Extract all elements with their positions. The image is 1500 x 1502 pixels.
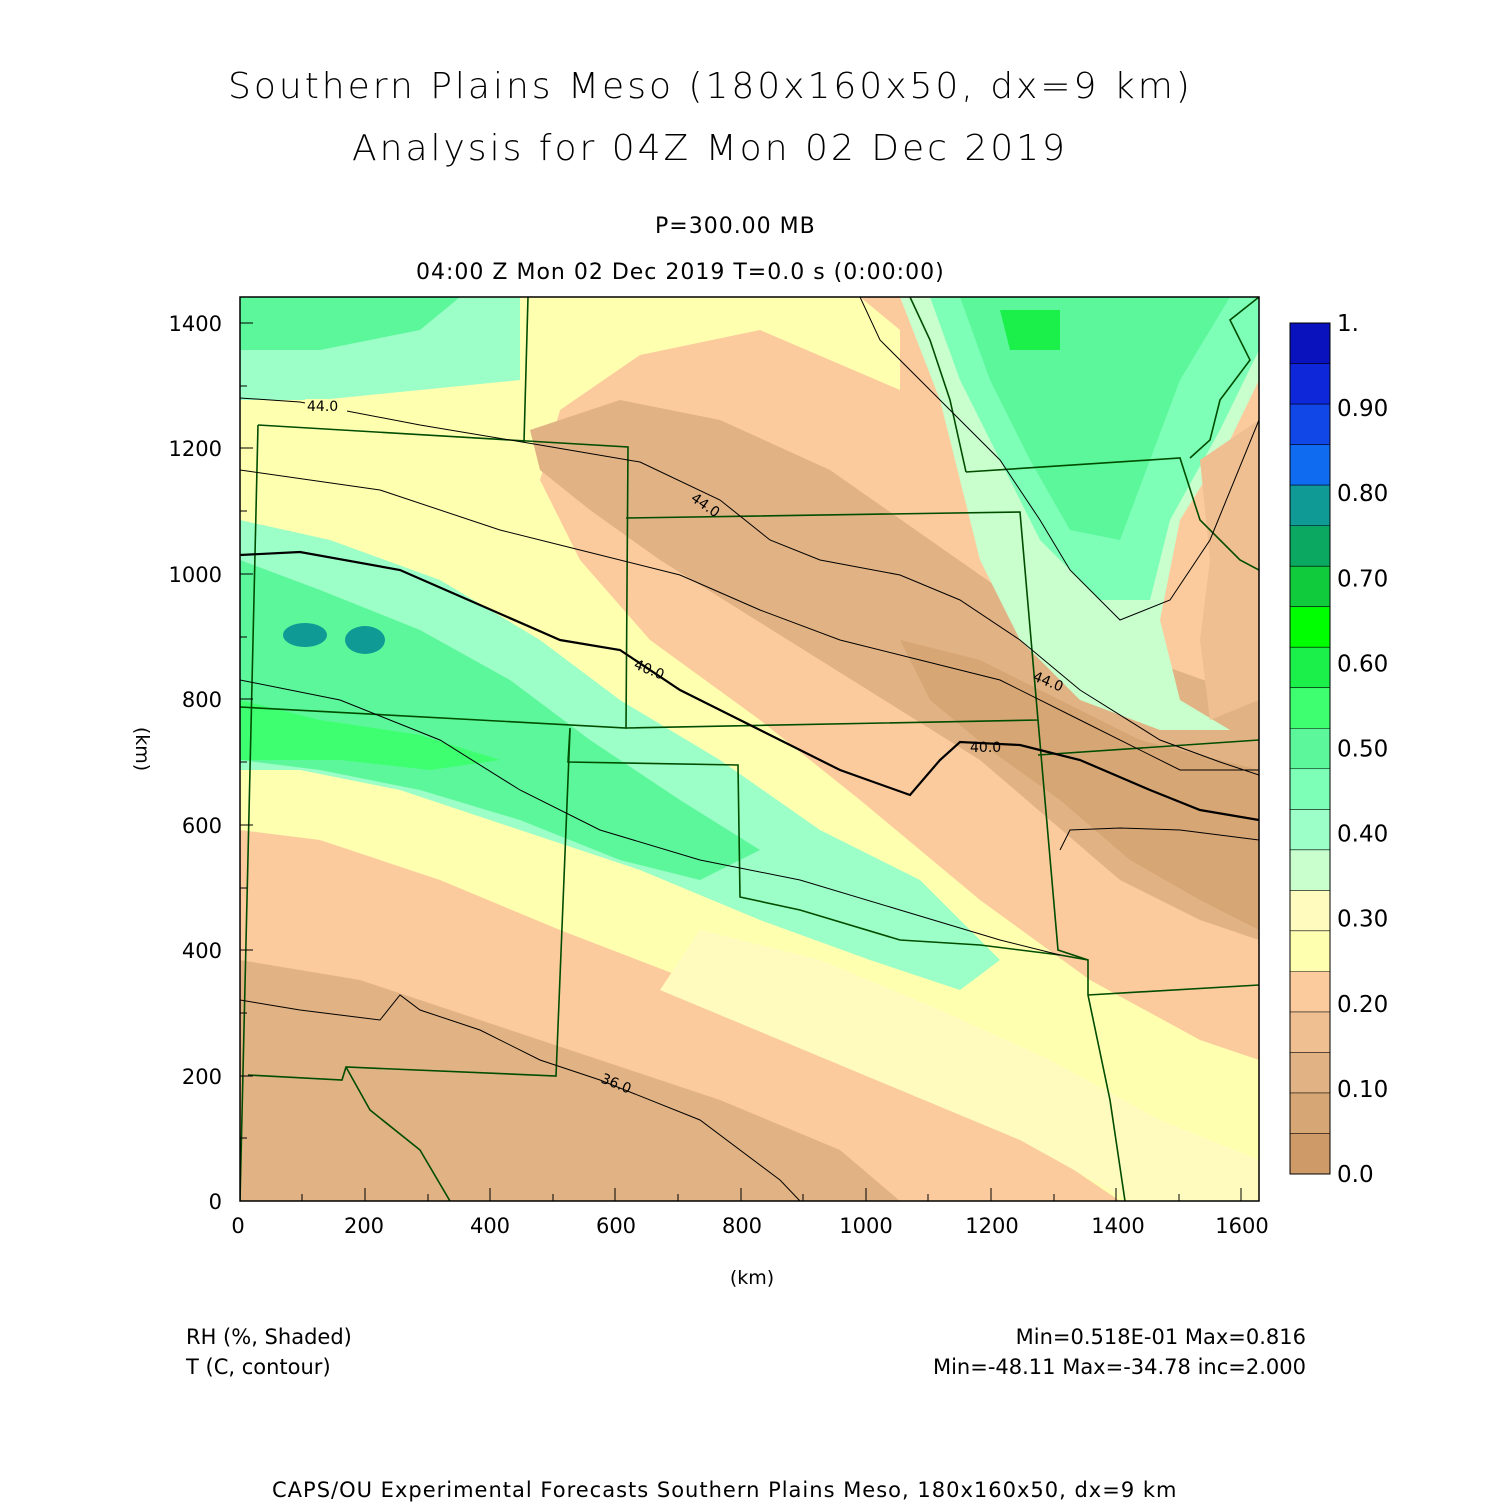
x-tick-1000: 1000: [839, 1214, 892, 1238]
y-tick-800: 800: [182, 688, 222, 712]
legend-temperature: T (C, contour): [186, 1355, 331, 1379]
colorbar-tick-label: 0.20: [1337, 992, 1388, 1018]
colorbar-swatch: [1290, 849, 1330, 891]
contour-label-bg-1: [305, 399, 347, 413]
stats-temperature: Min=-48.11 Max=-34.78 inc=2.000: [932, 1355, 1306, 1379]
colorbar-tick-label: 0.50: [1337, 737, 1388, 763]
colorbar-swatch: [1290, 1011, 1330, 1053]
rh-band-060: [240, 700, 500, 770]
x-tick-labels: 0 200 400 600 800 1000 1200 1400 1600: [231, 1214, 1268, 1238]
colorbar-swatch: [1290, 1052, 1330, 1094]
y-tick-1400: 1400: [169, 312, 222, 336]
colorbar: [1289, 322, 1331, 1175]
x-tick-1400: 1400: [1091, 1214, 1144, 1238]
colorbar-swatch: [1290, 971, 1330, 1013]
colorbar-swatch: [1290, 687, 1330, 729]
temperature-contours: [240, 297, 1259, 1201]
colorbar-swatch: [1290, 606, 1330, 648]
x-tick-0: 0: [231, 1214, 244, 1238]
colorbar-swatch: [1290, 1092, 1330, 1134]
rh-band-ne-core: [960, 297, 1230, 540]
colorbar-swatch: [1290, 930, 1330, 972]
colorbar-swatch: [1290, 404, 1330, 446]
colorbar-swatch: [1290, 363, 1330, 405]
contour-label-1: 44.0: [307, 399, 338, 415]
colorbar-tick-label: 0.30: [1337, 907, 1388, 933]
rh-band-ne-max: [1000, 310, 1060, 350]
colorbar-swatch: [1290, 1133, 1330, 1175]
valid-time: 04:00 Z Mon 02 Dec 2019 T=0.0 s (0:00:00…: [416, 260, 945, 285]
colorbar-tick-label: 1.: [1337, 311, 1359, 337]
rh-shading: [240, 297, 1259, 1201]
colorbar-swatch: [1290, 768, 1330, 810]
map-frame: [239, 296, 1260, 1202]
title-line-1: Southern Plains Meso (180x160x50, dx=9 k…: [228, 66, 1193, 107]
colorbar-swatch: [1290, 647, 1330, 689]
rh-max-spot-1: [283, 623, 327, 647]
x-tick-1200: 1200: [965, 1214, 1018, 1238]
colorbar-swatch: [1290, 323, 1330, 365]
colorbar-tick-label: 0.80: [1337, 481, 1388, 507]
rh-band-005: [900, 640, 1259, 930]
colorbar-labels: 0.0 0.10 0.20 0.30 0.40 0.50 0.60 0.70 0.80 0.90 1…: [1337, 311, 1388, 1188]
rh-max-spot-2: [345, 626, 385, 654]
x-tick-1600: 1600: [1215, 1214, 1268, 1238]
rh-band-nw-inner: [240, 297, 460, 350]
rh-band-030-south: [660, 930, 1259, 1201]
title-line-2: Analysis for 04Z Mon 02 Dec 2019: [352, 128, 1068, 169]
y-tick-200: 200: [182, 1065, 222, 1089]
stats-rh: Min=0.518E-01 Max=0.816: [1015, 1325, 1306, 1349]
x-tick-800: 800: [722, 1214, 762, 1238]
axis-ticks: [239, 322, 1242, 1202]
contour-minus-40: [240, 550, 1259, 822]
colorbar-tick-label: 0.10: [1337, 1077, 1388, 1103]
colorbar-frame: [1289, 322, 1331, 1175]
legend-rh: RH (%, Shaded): [186, 1325, 352, 1349]
colorbar-tick-label: 0.40: [1337, 822, 1388, 848]
rh-band-se: [1200, 420, 1259, 720]
pressure-level: P=300.00 MB: [655, 214, 816, 239]
y-tick-labels: 0 200 400 600 800 1000 1200 1400: [169, 312, 222, 1214]
x-tick-200: 200: [344, 1214, 384, 1238]
colorbar-swatch: [1290, 485, 1330, 527]
colorbar-tick-label: 0.70: [1337, 566, 1388, 592]
colorbar-swatch: [1290, 728, 1330, 770]
colorbar-swatch: [1290, 809, 1330, 851]
y-tick-400: 400: [182, 939, 222, 963]
colorbar-swatch: [1290, 444, 1330, 486]
x-tick-600: 600: [596, 1214, 636, 1238]
y-tick-600: 600: [182, 814, 222, 838]
colorbar-swatch: [1290, 566, 1330, 608]
footer-credit: CAPS/OU Experimental Forecasts Southern …: [272, 1478, 1178, 1502]
y-tick-0: 0: [209, 1190, 222, 1214]
rh-band-010-sw: [240, 960, 900, 1201]
x-tick-400: 400: [470, 1214, 510, 1238]
x-axis-label: (km): [730, 1267, 774, 1289]
colorbar-swatch: [1290, 525, 1330, 567]
contour-label-4: 40.0: [970, 740, 1001, 756]
colorbar-swatch: [1290, 890, 1330, 932]
colorbar-tick-label: 0.0: [1337, 1162, 1374, 1188]
rh-band-030: [240, 297, 1259, 1201]
y-tick-1000: 1000: [169, 563, 222, 587]
colorbar-tick-label: 0.60: [1337, 651, 1388, 677]
colorbar-tick-label: 0.90: [1337, 396, 1388, 422]
y-axis-label: (km): [131, 727, 153, 771]
y-tick-1200: 1200: [169, 437, 222, 461]
